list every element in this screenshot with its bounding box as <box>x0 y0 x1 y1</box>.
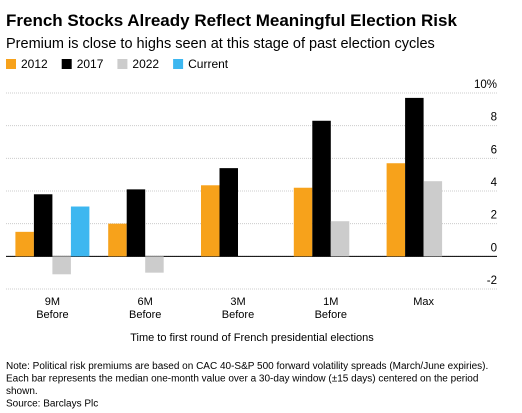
y-tick-label: 8 <box>491 112 497 124</box>
x-axis-title: Time to first round of French presidenti… <box>130 332 374 344</box>
bar <box>108 223 127 257</box>
y-tick-label: 0 <box>491 242 497 254</box>
note: shown. <box>6 386 38 397</box>
note: Note: Political risk premiums are based … <box>6 361 488 372</box>
y-tick-label: 4 <box>491 177 498 189</box>
chart-title: French Stocks Already Reflect Meaningful… <box>6 11 457 30</box>
legend-label: 2022 <box>132 57 159 71</box>
bar <box>70 206 90 257</box>
legend-label: Current <box>188 57 229 71</box>
bar <box>33 194 53 257</box>
y-tick-label: 2 <box>491 210 497 222</box>
x-tick-label: 3M Before <box>222 296 254 321</box>
note: Each bar represents the median one-month… <box>6 374 478 385</box>
legend-swatch <box>173 59 184 69</box>
bar <box>219 168 238 257</box>
bar <box>201 185 220 257</box>
x-tick-label: 1M Before <box>315 296 347 321</box>
bar <box>52 256 71 275</box>
bar <box>423 181 443 257</box>
bar <box>293 187 313 257</box>
y-tick-label: 6 <box>491 144 497 156</box>
legend-swatch <box>6 59 16 69</box>
y-tick-label: -2 <box>487 275 497 287</box>
bar <box>15 231 34 257</box>
bar <box>145 256 164 273</box>
bar <box>126 189 146 257</box>
legend-swatch <box>61 59 72 69</box>
x-tick-label: 6M Before <box>129 296 161 321</box>
y-tick-label: 10% <box>474 79 497 91</box>
legend-label: 2017 <box>77 57 104 71</box>
legend-swatch <box>117 59 128 69</box>
x-tick-label: 9M Before <box>36 296 68 321</box>
legend-label: 2012 <box>21 57 48 71</box>
bar <box>312 120 331 257</box>
bar <box>330 221 350 257</box>
note: Source: Barclays Plc <box>6 399 98 410</box>
bar <box>386 163 406 257</box>
x-tick-label: Max <box>413 296 434 308</box>
bar <box>405 97 424 257</box>
chart-subtitle: Premium is close to highs seen at this s… <box>6 36 435 52</box>
